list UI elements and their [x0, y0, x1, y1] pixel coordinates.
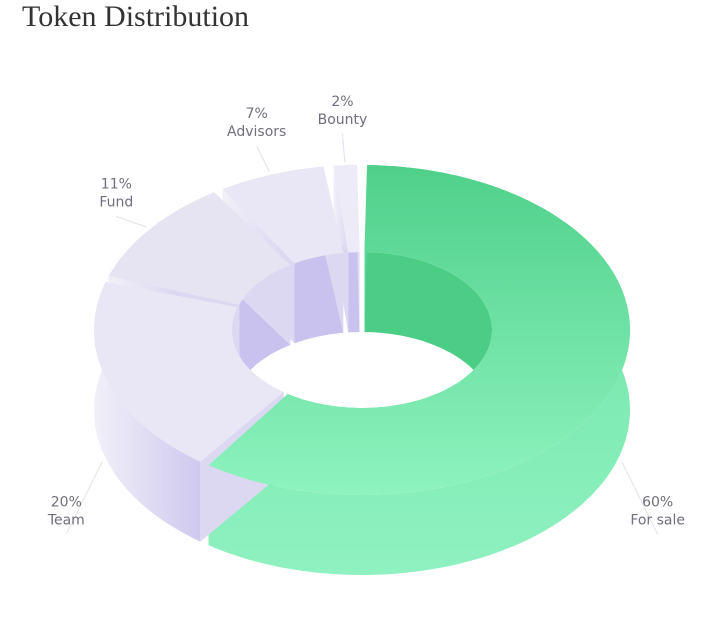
slice-outer-wall — [94, 282, 201, 542]
leader-line — [256, 145, 270, 172]
slice — [108, 192, 291, 305]
slice-value-label: 7% — [246, 106, 268, 122]
slice-category-label: For sale — [630, 512, 685, 528]
slice-value-label: 60% — [642, 494, 673, 510]
chart-title: Token Distribution — [22, 0, 249, 33]
leader-line — [341, 133, 346, 163]
slice — [208, 165, 630, 495]
slice — [222, 166, 344, 264]
leader-line — [65, 461, 103, 535]
slice-value-label: 2% — [331, 94, 353, 110]
slice — [94, 282, 284, 462]
slice-inner-wall — [348, 252, 360, 333]
leader-line — [621, 461, 659, 535]
slice-category-label: Team — [47, 512, 85, 528]
slice-category-label: Bounty — [318, 112, 368, 128]
slice-category-label: Fund — [99, 195, 133, 211]
slice — [333, 165, 360, 253]
slice-category-label: Advisors — [227, 124, 286, 140]
slice-value-label: 11% — [101, 177, 132, 193]
leader-line — [116, 216, 147, 228]
slice-value-label: 20% — [51, 494, 82, 510]
